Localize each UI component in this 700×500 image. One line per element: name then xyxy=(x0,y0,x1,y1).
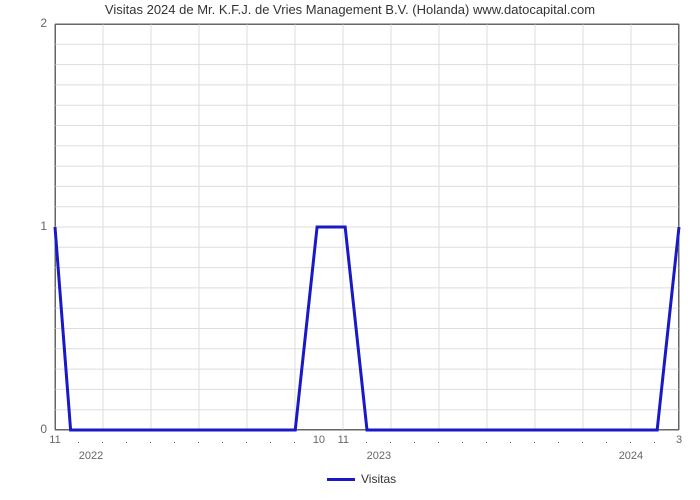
x-minor-tick xyxy=(510,442,511,443)
x-minor-tick xyxy=(174,442,175,443)
x-year-label: 2024 xyxy=(611,450,651,462)
chart-svg xyxy=(0,0,700,500)
chart-container: Visitas 2024 de Mr. K.F.J. de Vries Mana… xyxy=(0,0,700,500)
x-tick-label: 11 xyxy=(45,434,65,446)
x-minor-tick xyxy=(582,442,583,443)
x-minor-tick xyxy=(414,442,415,443)
legend-label: Visitas xyxy=(361,472,396,486)
x-minor-tick xyxy=(270,442,271,443)
x-year-label: 2022 xyxy=(71,450,111,462)
x-minor-tick xyxy=(78,442,79,443)
y-tick-label: 1 xyxy=(40,219,47,233)
x-minor-tick xyxy=(150,442,151,443)
x-minor-tick xyxy=(294,442,295,443)
x-minor-tick xyxy=(462,442,463,443)
x-minor-tick xyxy=(366,442,367,443)
legend: Visitas xyxy=(327,472,396,486)
x-minor-tick xyxy=(102,442,103,443)
x-minor-tick xyxy=(630,442,631,443)
x-minor-tick xyxy=(486,442,487,443)
legend-swatch xyxy=(327,478,355,481)
x-minor-tick xyxy=(126,442,127,443)
x-minor-tick xyxy=(606,442,607,443)
x-minor-tick xyxy=(534,442,535,443)
x-tick-label: 3 xyxy=(669,434,689,446)
x-year-label: 2023 xyxy=(359,450,399,462)
x-tick-label: 11 xyxy=(333,434,353,446)
x-minor-tick xyxy=(654,442,655,443)
x-minor-tick xyxy=(438,442,439,443)
y-tick-label: 2 xyxy=(40,16,47,30)
x-minor-tick xyxy=(390,442,391,443)
x-minor-tick xyxy=(198,442,199,443)
x-minor-tick xyxy=(246,442,247,443)
x-minor-tick xyxy=(222,442,223,443)
x-tick-label: 10 xyxy=(309,434,329,446)
x-minor-tick xyxy=(558,442,559,443)
